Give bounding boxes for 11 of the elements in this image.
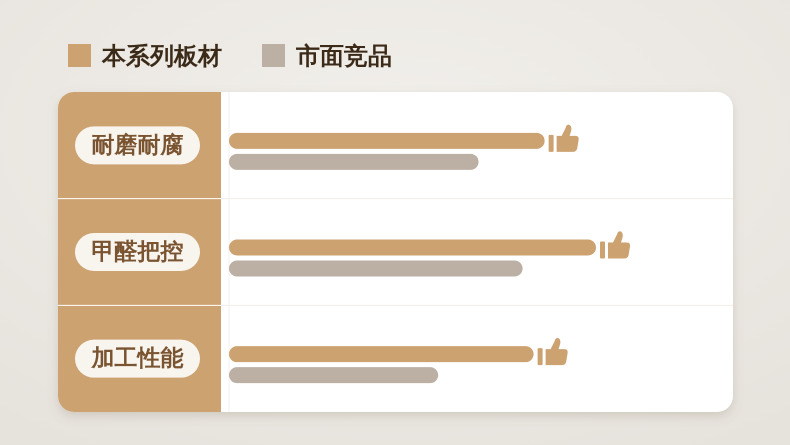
bar <box>229 240 596 256</box>
bar <box>229 367 438 384</box>
y-tick-label: 耐磨耐腐 <box>92 131 184 158</box>
legend-label: 本系列板材 <box>101 42 222 70</box>
bar <box>229 260 523 276</box>
bar <box>229 132 545 149</box>
y-tick-label: 加工性能 <box>90 346 184 372</box>
y-tick-label: 甲醛把控 <box>92 239 184 265</box>
bar <box>229 154 479 170</box>
legend-label: 市面竞品 <box>295 42 392 70</box>
bar <box>229 346 534 362</box>
